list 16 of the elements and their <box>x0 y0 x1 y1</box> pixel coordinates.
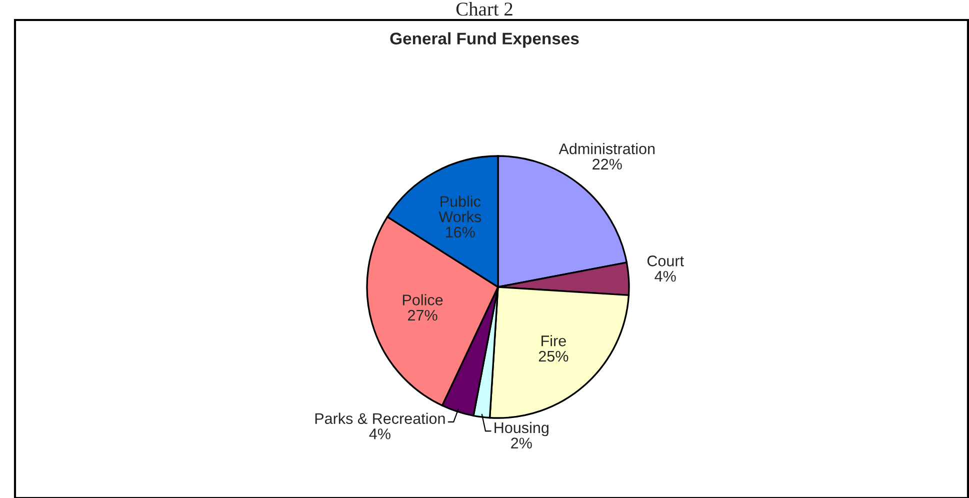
data-label: 4% <box>654 270 676 282</box>
chart-title: General Fund Expenses <box>390 32 579 48</box>
slice-label: Public Works <box>438 196 482 222</box>
slice-label: Housing <box>494 422 548 436</box>
data-label: 16% <box>446 226 475 238</box>
data-label: 2% <box>511 438 532 448</box>
slice-label: Police <box>402 294 443 306</box>
slice-label: Administration <box>558 143 655 154</box>
data-label: 27% <box>408 310 438 321</box>
caption: Chart 2 <box>456 2 512 16</box>
data-label: 22% <box>592 158 622 170</box>
data-label: 4% <box>369 428 390 440</box>
slice-label: Parks & Recreation <box>315 412 445 424</box>
data-label: 25% <box>538 350 568 362</box>
slice-label: Fire <box>542 335 566 346</box>
slice-label: Court <box>647 256 684 266</box>
